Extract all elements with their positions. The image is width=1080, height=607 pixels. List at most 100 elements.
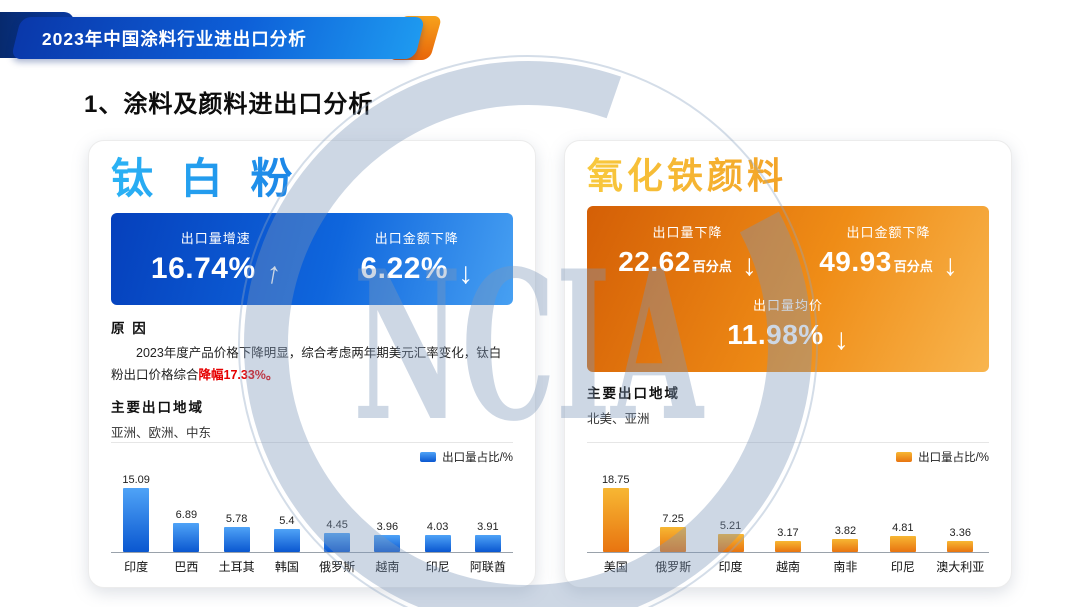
bar-rect	[774, 541, 801, 552]
titanium-card: 钛 白 粉 出口量增速 16.74% ↑ 出口金额下降 6.22% ↓ 原 因	[88, 140, 536, 588]
page-title: 2023年中国涂料行业进出口分析	[42, 28, 307, 49]
stat-value: 16.74%	[150, 251, 256, 285]
bar-南非: 3.82	[817, 525, 874, 552]
bar-rect	[173, 523, 200, 552]
bar-label-澳大利亚: 澳大利亚	[936, 560, 985, 574]
stat-export-avg-price: 出口量均价 11.98% ↓	[727, 295, 848, 357]
bar-越南: 3.17	[759, 527, 816, 552]
bar-value: 18.75	[601, 474, 630, 486]
bar-印尼: 4.03	[413, 521, 463, 552]
bar-value: 15.09	[122, 474, 150, 486]
bar-rect	[374, 535, 401, 552]
legend-label: 出口量占比/%	[442, 452, 513, 464]
banner-ribbon: 2023年中国涂料行业进出口分析	[10, 17, 426, 59]
bar-rect	[324, 533, 351, 552]
stat-value-row: 22.62 百分点 ↓	[618, 246, 757, 284]
bar-label-印尼: 印尼	[425, 560, 450, 574]
bar-value: 3.36	[949, 527, 971, 539]
stat-label: 出口金额下降	[374, 230, 459, 246]
chart-legend: 出口量占比/%	[111, 449, 513, 465]
bar-label-韩国: 韩国	[274, 560, 299, 574]
labels-row: 印度 巴西 土耳其 韩国 俄罗斯 越南 印尼 阿联酋	[111, 558, 513, 575]
bar-value: 5.4	[279, 515, 295, 527]
legend-label: 出口量占比/%	[918, 452, 989, 464]
stat-value: 11.98%	[727, 319, 824, 351]
bar-rect	[889, 536, 916, 552]
down-arrow-icon: ↓	[833, 323, 849, 357]
bar-印度: 15.09	[111, 474, 161, 552]
bar-rect	[602, 488, 629, 552]
stat-suffix: 百分点	[893, 258, 933, 274]
bar-土耳其: 5.78	[212, 513, 262, 552]
stat-row-1: 出口量下降 22.62 百分点 ↓ 出口金额下降 49.93 百分点 ↓	[587, 222, 989, 284]
bar-value: 4.03	[426, 521, 449, 533]
bar-label-俄罗斯: 俄罗斯	[655, 560, 692, 574]
bar-美国: 18.75	[587, 474, 644, 552]
stat-label: 出口量均价	[752, 298, 823, 314]
bars-row: 18.75 7.25 5.21 3.17 3.82 4.81 3.36	[587, 469, 989, 553]
titanium-card-title: 钛 白 粉	[111, 155, 513, 203]
region-heading: 主要出口地域	[587, 386, 680, 402]
bar-value: 5.21	[719, 520, 742, 532]
bar-value: 3.17	[777, 527, 799, 539]
bar-label-土耳其: 土耳其	[218, 560, 255, 574]
iron-oxide-bar-chart: 18.75 7.25 5.21 3.17 3.82 4.81 3.36 美国 俄罗斯 印度 越南 南…	[587, 469, 989, 575]
stat-export-amount-decline: 出口金额下降 49.93 百分点 ↓	[819, 222, 958, 284]
bar-label-印度: 印度	[124, 560, 149, 574]
bar-rect	[123, 488, 150, 552]
down-arrow-icon: ↓	[741, 249, 757, 283]
stat-export-volume-decline: 出口量下降 22.62 百分点 ↓	[618, 222, 757, 284]
bar-rect	[947, 541, 974, 552]
labels-row: 美国 俄罗斯 印度 越南 南非 印尼 澳大利亚	[587, 558, 989, 575]
bar-rect	[273, 529, 300, 552]
legend-swatch-icon	[420, 452, 437, 462]
chart-legend: 出口量占比/%	[587, 449, 989, 465]
bar-label-阿联酋: 阿联酋	[469, 560, 506, 574]
stat-value-row: 16.74% ↑	[150, 251, 284, 291]
region-section: 主要出口地域 亚洲、欧洲、中东	[111, 396, 513, 441]
region-heading: 主要出口地域	[111, 399, 204, 415]
reason-text: 2023年度产品价格下降明显，综合考虑两年期美元汇率变化，钛白粉出口价格综合	[111, 346, 502, 382]
bar-印尼: 4.81	[874, 522, 931, 552]
bar-rect	[832, 539, 859, 552]
bar-label-越南: 越南	[375, 560, 400, 574]
reason-paragraph: 2023年度产品价格下降明显，综合考虑两年期美元汇率变化，钛白粉出口价格综合降幅…	[111, 343, 513, 386]
region-section: 主要出口地域 北美、亚洲	[587, 382, 989, 427]
iron-oxide-card-title: 氧化铁颜料	[587, 155, 989, 196]
bar-巴西: 6.89	[161, 509, 211, 552]
region-value: 亚洲、欧洲、中东	[111, 425, 212, 440]
bar-value: 7.25	[662, 513, 684, 525]
section-title: 1、涂料及颜料进出口分析	[84, 91, 374, 118]
bar-韩国: 5.4	[262, 515, 312, 552]
stat-value: 22.62	[618, 245, 691, 277]
bar-rect	[424, 535, 451, 552]
titanium-chart-block: 出口量占比/% 15.09 6.89 5.78 5.4 4.45 3.96 4.03 3.91…	[111, 442, 513, 575]
stat-value-row: 49.93 百分点 ↓	[819, 246, 958, 284]
bar-value: 3.91	[477, 521, 499, 533]
up-arrow-icon: ↑	[262, 255, 284, 291]
stat-label: 出口金额下降	[846, 224, 931, 240]
bar-value: 6.89	[175, 509, 198, 521]
reason-highlight: 降幅17.33%。	[198, 367, 279, 382]
stat-export-volume-growth: 出口量增速 16.74% ↑	[150, 228, 284, 291]
stat-suffix: 百分点	[692, 258, 732, 274]
bar-rect	[223, 527, 250, 552]
bar-rect	[660, 527, 687, 552]
bar-label-巴西: 巴西	[174, 560, 199, 574]
stat-label: 出口量下降	[652, 224, 723, 240]
cards-container: 钛 白 粉 出口量增速 16.74% ↑ 出口金额下降 6.22% ↓ 原 因	[88, 140, 1012, 588]
titanium-bar-chart: 15.09 6.89 5.78 5.4 4.45 3.96 4.03 3.91 印度 巴西 土耳其…	[111, 469, 513, 575]
bar-label-俄罗斯: 俄罗斯	[319, 560, 356, 574]
down-arrow-icon: ↓	[458, 256, 474, 290]
bar-俄罗斯: 4.45	[312, 519, 362, 552]
bar-value: 3.82	[834, 525, 857, 537]
stat-value: 49.93	[819, 245, 892, 277]
stat-value-row: 11.98% ↓	[727, 319, 848, 357]
down-arrow-icon: ↓	[942, 249, 958, 283]
bar-label-南非: 南非	[833, 560, 858, 574]
bar-rect	[717, 534, 744, 552]
bar-value: 5.78	[225, 513, 248, 525]
bar-value: 4.81	[892, 522, 914, 534]
stat-export-amount-decline: 出口金额下降 6.22% ↓	[360, 228, 473, 291]
